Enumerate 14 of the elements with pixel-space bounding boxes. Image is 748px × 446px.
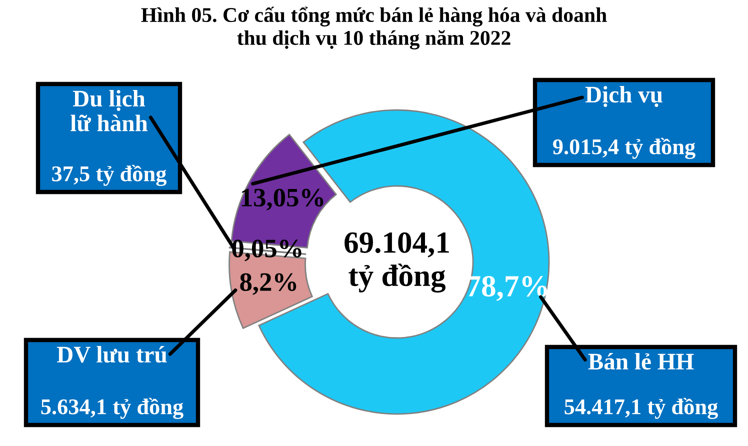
- slice-label: Du lịch lữ hành: [70, 90, 148, 132]
- slice-label: Dịch vụ: [585, 86, 662, 108]
- data-label: 78,7%: [468, 276, 547, 301]
- text: 9.015,4 tỷ đồng: [552, 138, 696, 159]
- slice-label: DV lưu trú: [57, 346, 167, 363]
- text: 54.417,1 tỷ đồng: [564, 398, 718, 419]
- text: 5.634,1 tỷ đồng: [41, 398, 184, 419]
- text: 69.104,1 tỷ đồng: [344, 232, 449, 293]
- text: 37,5 tỷ đồng: [52, 164, 167, 186]
- chart-title: Hình 05. Cơ cấu tổng mức bán lẻ hàng hóa và doanh thu dịch vụ 10 tháng năm 2022: [141, 6, 607, 50]
- slice-label: Bán lẻ HH: [588, 352, 694, 370]
- data-label: 8,2%: [240, 273, 296, 295]
- data-label: 13,05%: [242, 188, 324, 210]
- data-label: 0,05%: [232, 240, 302, 262]
